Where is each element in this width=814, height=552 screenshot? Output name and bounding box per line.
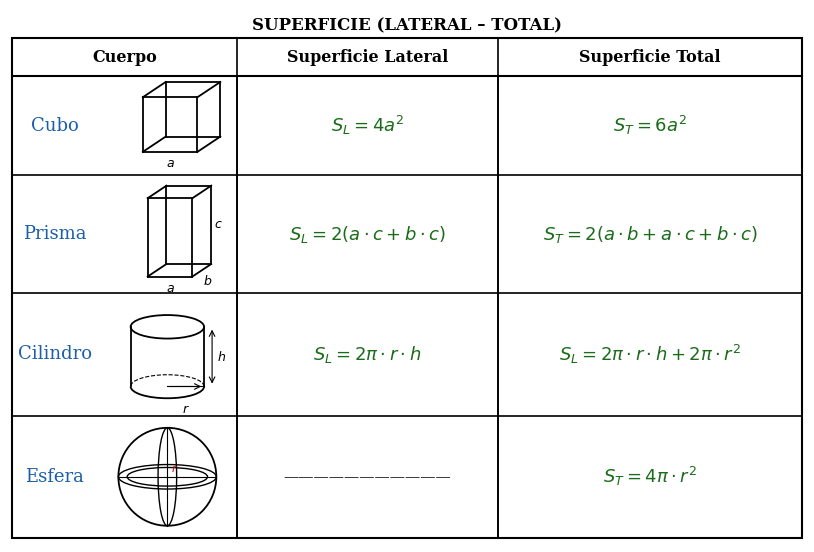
- Text: $h$: $h$: [217, 349, 226, 364]
- Text: $a$: $a$: [165, 282, 174, 295]
- Text: $S_L = 2\pi\cdot r\cdot h$: $S_L = 2\pi\cdot r\cdot h$: [313, 344, 422, 365]
- Text: Cilindro: Cilindro: [18, 346, 92, 363]
- Text: $r$: $r$: [172, 463, 178, 474]
- Text: $a$: $a$: [166, 157, 174, 170]
- Text: Prisma: Prisma: [23, 225, 86, 243]
- Text: Superficie Total: Superficie Total: [580, 49, 720, 66]
- Text: SUPERFICIE (LATERAL – TOTAL): SUPERFICIE (LATERAL – TOTAL): [252, 17, 562, 34]
- Text: Cuerpo: Cuerpo: [92, 49, 157, 66]
- Text: Esfera: Esfera: [25, 468, 84, 486]
- Text: $S_T = 2(a\cdot b+a\cdot c+b\cdot c)$: $S_T = 2(a\cdot b+a\cdot c+b\cdot c)$: [543, 224, 757, 245]
- Text: $c$: $c$: [214, 219, 223, 231]
- Text: $S_T = 6a^2$: $S_T = 6a^2$: [613, 114, 687, 137]
- Text: ———————————: ———————————: [283, 470, 452, 484]
- Text: $b$: $b$: [203, 274, 212, 288]
- Text: Cubo: Cubo: [31, 116, 79, 135]
- Text: $S_L = 2(a\cdot c+b\cdot c)$: $S_L = 2(a\cdot c+b\cdot c)$: [289, 224, 446, 245]
- Text: Superficie Lateral: Superficie Lateral: [287, 49, 449, 66]
- Text: $S_L = 4a^2$: $S_L = 4a^2$: [331, 114, 404, 137]
- Text: $S_T = 4\pi\cdot r^2$: $S_T = 4\pi\cdot r^2$: [603, 465, 697, 489]
- Text: $r$: $r$: [182, 404, 190, 416]
- Text: $S_L = 2\pi\cdot r\cdot h+2\pi\cdot r^2$: $S_L = 2\pi\cdot r\cdot h+2\pi\cdot r^2$: [559, 343, 741, 366]
